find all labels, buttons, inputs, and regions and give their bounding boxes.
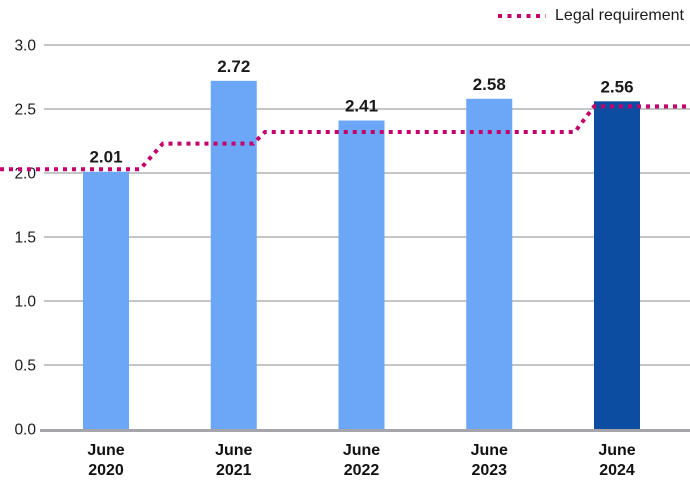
bar (338, 120, 385, 430)
y-tick-label: 0.5 (14, 358, 36, 375)
legal-requirement-line (0, 104, 690, 172)
y-tick-label: 1.0 (14, 294, 36, 311)
y-tick-label: 3.0 (14, 38, 36, 55)
x-axis-label: June 2023 (471, 442, 508, 479)
bar (210, 80, 257, 429)
x-axis-label: June 2021 (215, 442, 252, 479)
bar-value-label: 2.56 (600, 77, 633, 96)
bar (83, 171, 129, 429)
bar-value-label: 2.72 (217, 57, 250, 76)
bar (466, 98, 513, 429)
legend-dotted-line-icon (498, 14, 547, 18)
legend: Legal requirement (498, 5, 684, 27)
y-tick-label: 2.5 (14, 102, 36, 119)
bar-value-label: 2.01 (89, 148, 122, 167)
x-axis-label: June 2020 (87, 442, 124, 479)
bar-value-label: 2.58 (473, 75, 506, 94)
y-tick-label: 1.5 (14, 230, 36, 247)
y-tick-label: 0.0 (14, 422, 36, 439)
legend-label: Legal requirement (555, 7, 684, 24)
x-axis-label: June 2024 (598, 442, 635, 479)
bar (594, 101, 640, 429)
x-axis-label: June 2022 (343, 442, 380, 479)
bar-value-label: 2.41 (345, 97, 378, 116)
y-tick-label: 2.0 (14, 166, 36, 183)
